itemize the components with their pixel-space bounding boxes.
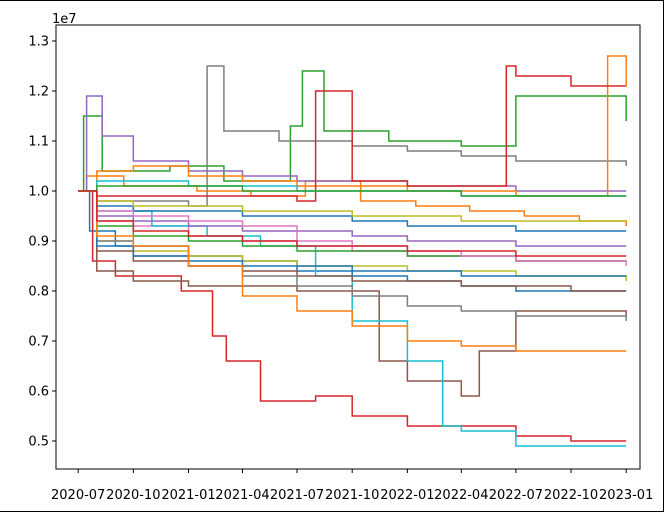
- y-tick-label: 1.2: [28, 85, 49, 100]
- ticks-layer: 0.5 0.6 0.7 0.8 0.9 1.0 1.1 1.2 1.3 2020-07 2020-1…: [28, 35, 653, 504]
- x-tick-label: 2021-10: [325, 488, 379, 503]
- y-tick-label: 1.1: [28, 135, 49, 150]
- plot-area-border: [55, 24, 641, 470]
- series-line-14: [78, 65, 627, 202]
- y-tick-label: 0.6: [28, 385, 49, 400]
- x-tick-label: 2023-01: [599, 488, 653, 503]
- x-tick-label: 2020-10: [106, 488, 160, 503]
- y-axis-multiplier: 1e7: [52, 12, 77, 27]
- series-layer: [78, 55, 627, 447]
- series-line-24: [78, 190, 627, 257]
- x-tick-label: 2021-01: [161, 488, 215, 503]
- y-tick-label: 1.0: [28, 185, 49, 200]
- x-tick-label: 2022-01: [380, 488, 434, 503]
- x-tick-label: 2022-04: [434, 488, 488, 503]
- series-line-21: [78, 190, 627, 277]
- x-tick-label: 2020-07: [51, 488, 105, 503]
- series-line-19: [78, 190, 627, 222]
- series-line-4: [78, 190, 627, 442]
- y-tick-label: 1.3: [28, 35, 49, 50]
- series-line-20: [78, 180, 627, 197]
- x-tick-label: 2021-04: [215, 488, 269, 503]
- x-tick-label: 2021-07: [270, 488, 324, 503]
- series-line-11: [78, 190, 627, 232]
- y-tick-label: 0.5: [28, 435, 49, 450]
- x-tick-label: 2022-10: [544, 488, 598, 503]
- series-line-23: [78, 185, 627, 197]
- y-tick-label: 0.9: [28, 235, 49, 250]
- series-line-22: [78, 190, 627, 352]
- y-tick-label: 0.7: [28, 335, 49, 350]
- series-line-3: [78, 70, 627, 192]
- series-line-7: [78, 190, 627, 266]
- x-tick-label: 2022-07: [489, 488, 543, 503]
- y-tick-label: 0.8: [28, 285, 49, 300]
